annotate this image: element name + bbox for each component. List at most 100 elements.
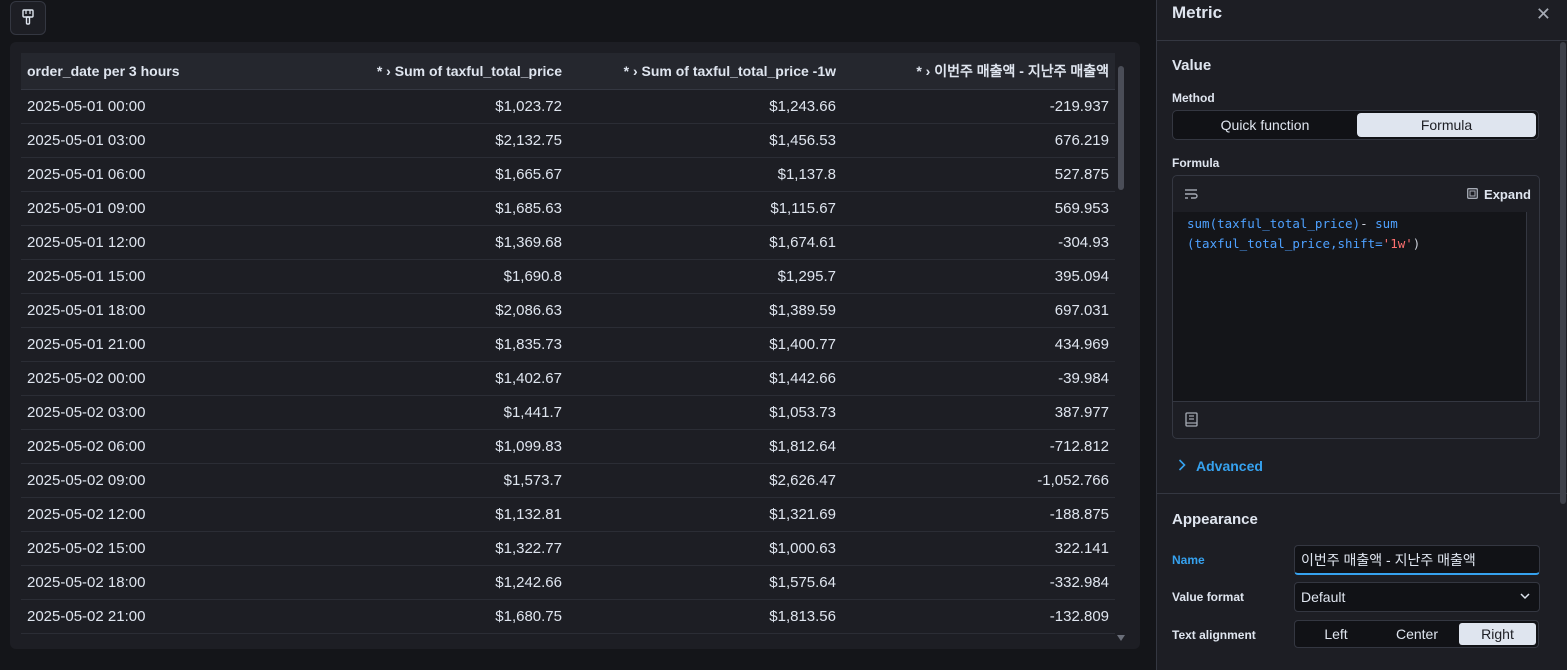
table-cell-value: $1,665.67 — [291, 157, 568, 192]
table-cell-date: 2025-05-01 00:00 — [21, 89, 291, 124]
table-cell-value: $1,053.73 — [568, 395, 842, 430]
table-row: 2025-05-01 12:00 $1,369.68 $1,674.61 -304.9… — [21, 225, 1115, 260]
expand-button[interactable]: Expand — [1467, 187, 1531, 202]
table-cell-value: -1,052.766 — [842, 463, 1115, 498]
table-cell-value: $1,812.64 — [568, 429, 842, 464]
table-row: 2025-05-02 18:00 $1,242.66 $1,575.64 -332.9… — [21, 565, 1115, 600]
table-cell-date: 2025-05-02 18:00 — [21, 565, 291, 600]
flyout-scrollbar[interactable] — [1559, 40, 1567, 646]
align-right-button[interactable]: Right — [1459, 623, 1536, 645]
table-row: 2025-05-01 00:00 $1,023.72 $1,243.66 -219.9… — [21, 89, 1115, 124]
table-cell-value: 527.875 — [842, 157, 1115, 192]
table-cell-value: $1,575.64 — [568, 565, 842, 600]
table-cell-value: $1,322.77 — [291, 531, 568, 566]
expand-icon — [1467, 187, 1478, 202]
table-cell-value: $1,813.56 — [568, 599, 842, 634]
column-header-sum-taxful-1w[interactable]: * › Sum of taxful_total_price -1w — [568, 53, 842, 90]
flyout-scrollbar-thumb[interactable] — [1560, 42, 1566, 504]
name-label: Name — [1172, 553, 1205, 567]
expand-label: Expand — [1484, 187, 1531, 202]
flyout-header: Metric ✕ — [1157, 0, 1567, 41]
table-cell-value: -304.93 — [842, 225, 1115, 260]
table-cell-date: 2025-05-02 00:00 — [21, 361, 291, 396]
table-cell-date: 2025-05-02 21:00 — [21, 599, 291, 634]
advanced-toggle[interactable]: Advanced — [1178, 458, 1263, 474]
table-cell-value: $1,690.8 — [291, 259, 568, 294]
table-cell-date: 2025-05-02 03:00 — [21, 395, 291, 430]
table-cell-date: 2025-05-01 15:00 — [21, 259, 291, 294]
table-cell-value: $1,000.63 — [568, 531, 842, 566]
table-cell-value: -219.937 — [842, 89, 1115, 124]
table-cell-value: -188.875 — [842, 497, 1115, 532]
table-row: 2025-05-02 06:00 $1,099.83 $1,812.64 -712.8… — [21, 429, 1115, 464]
table-cell-value: $1,099.83 — [291, 429, 568, 464]
scroll-down-arrow-icon[interactable] — [1117, 635, 1125, 641]
table-cell-value: 395.094 — [842, 259, 1115, 294]
documentation-book-icon[interactable] — [1185, 412, 1198, 430]
table-cell-date: 2025-05-01 06:00 — [21, 157, 291, 192]
chevron-down-icon — [1519, 589, 1531, 605]
table-cell-value: $1,456.53 — [568, 123, 842, 158]
word-wrap-icon[interactable] — [1184, 187, 1198, 203]
formula-editor-scrollbar[interactable] — [1526, 212, 1539, 402]
align-left-button[interactable]: Left — [1324, 626, 1348, 642]
formula-label: Formula — [1172, 156, 1220, 170]
column-header-sum-taxful[interactable]: * › Sum of taxful_total_price — [291, 53, 568, 90]
data-table-panel: order_date per 3 hours * › Sum of taxful… — [10, 42, 1140, 649]
formula-input[interactable]: sum(taxful_total_price)- sum (taxful_tot… — [1173, 212, 1527, 402]
formula-editor-footer — [1173, 401, 1539, 438]
paint-brush-button[interactable] — [10, 1, 46, 35]
close-icon[interactable]: ✕ — [1535, 4, 1551, 24]
table-cell-date: 2025-05-01 21:00 — [21, 327, 291, 362]
paint-brush-icon — [21, 8, 35, 28]
method-label: Method — [1172, 91, 1215, 105]
table-cell-value: $2,086.63 — [291, 293, 568, 328]
chevron-right-icon — [1178, 458, 1186, 474]
column-header-difference[interactable]: * › 이번주 매출액 - 지난주 매출액 — [842, 53, 1115, 90]
table-cell-value: $1,573.7 — [291, 463, 568, 498]
table-cell-value: $1,321.69 — [568, 497, 842, 532]
method-button-group: Quick function Formula — [1172, 110, 1539, 140]
value-format-value: Default — [1301, 589, 1346, 605]
table-cell-value: 387.977 — [842, 395, 1115, 430]
table-cell-value: $1,242.66 — [291, 565, 568, 600]
method-formula-button[interactable]: Formula — [1357, 113, 1536, 137]
column-header-order-date[interactable]: order_date per 3 hours — [21, 53, 291, 90]
table-row: 2025-05-01 03:00 $2,132.75 $1,456.53 676.21… — [21, 123, 1115, 158]
appearance-section-title: Appearance — [1172, 511, 1258, 528]
table-cell-value: $1,132.81 — [291, 497, 568, 532]
method-quick-function-button[interactable]: Quick function — [1220, 117, 1310, 133]
table-cell-value: $1,389.59 — [568, 293, 842, 328]
table-cell-date: 2025-05-01 12:00 — [21, 225, 291, 260]
table-cell-value: $1,243.66 — [568, 89, 842, 124]
section-divider — [1157, 493, 1567, 494]
table-row: 2025-05-02 09:00 $1,573.7 $2,626.47 -1,052.… — [21, 463, 1115, 498]
table-scrollbar-thumb[interactable] — [1118, 66, 1124, 190]
table-scrollbar[interactable] — [1117, 64, 1125, 641]
table-row: 2025-05-01 15:00 $1,690.8 $1,295.7 395.094 — [21, 259, 1115, 294]
value-section-title: Value — [1172, 57, 1212, 74]
table-cell-value: $1,137.8 — [568, 157, 842, 192]
table-cell-date: 2025-05-01 18:00 — [21, 293, 291, 328]
table-cell-value: $1,674.61 — [568, 225, 842, 260]
text-alignment-button-group: Left Center Right — [1294, 620, 1539, 648]
table-cell-value: $1,680.75 — [291, 599, 568, 634]
table-row: 2025-05-01 06:00 $1,665.67 $1,137.8 527.875 — [21, 157, 1115, 192]
name-input[interactable]: 이번주 매출액 - 지난주 매출액 — [1294, 545, 1540, 575]
table-cell-value: 322.141 — [842, 531, 1115, 566]
value-format-select[interactable]: Default — [1294, 582, 1540, 612]
metric-flyout: Metric ✕ Value Method Quick function For… — [1156, 0, 1567, 670]
flyout-title: Metric — [1172, 3, 1223, 22]
table-row: 2025-05-02 15:00 $1,322.77 $1,000.63 322.14… — [21, 531, 1115, 566]
table-row: 2025-05-01 21:00 $1,835.73 $1,400.77 434.96… — [21, 327, 1115, 362]
table-row: 2025-05-02 21:00 $1,680.75 $1,813.56 -132.8… — [21, 599, 1115, 634]
table-cell-value: $1,835.73 — [291, 327, 568, 362]
table-cell-value: $1,400.77 — [568, 327, 842, 362]
text-alignment-label: Text alignment — [1172, 628, 1256, 642]
table-cell-value: -39.984 — [842, 361, 1115, 396]
value-format-label: Value format — [1172, 590, 1245, 604]
table-cell-value: 434.969 — [842, 327, 1115, 362]
advanced-label: Advanced — [1196, 458, 1263, 474]
align-center-button[interactable]: Center — [1395, 626, 1439, 642]
data-table: order_date per 3 hours * › Sum of taxful… — [21, 53, 1115, 634]
